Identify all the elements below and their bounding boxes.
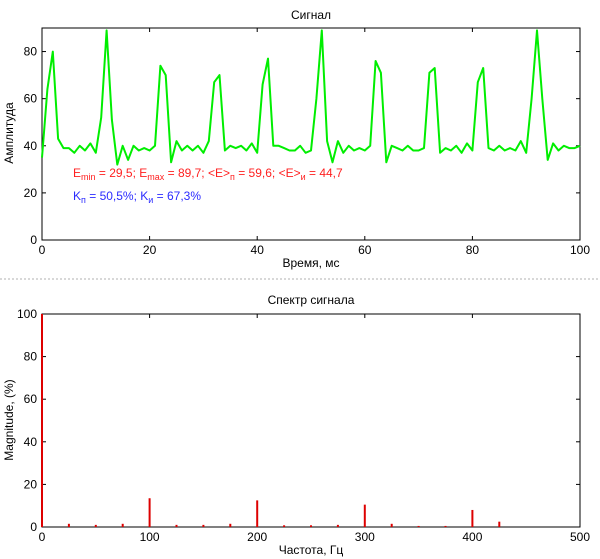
spectrum-x-axis-label: Частота, Гц <box>279 543 344 557</box>
e-min-value: = 29,5; <box>96 166 140 180</box>
signal-y-tick-label: 80 <box>24 45 38 59</box>
spectrum-x-tick-label: 200 <box>247 530 267 544</box>
spectrum-x-tick-label: 400 <box>462 530 482 544</box>
spectrum-y-tick-label: 100 <box>17 307 37 321</box>
ripple-coefficients-annotation: Kп = 50,5%; Kи = 67,3% <box>73 189 201 205</box>
signal-x-axis-label: Время, мс <box>282 256 339 270</box>
spectrum-axes: 0 100 200 300 400 500 0 20 40 60 80 100 <box>17 307 590 544</box>
e-p-value: = 59,6; <box>235 166 279 180</box>
k-p-sub: п <box>81 195 86 205</box>
spectrum-chart: Спектр сигнала 0 100 200 300 400 500 0 20 40 60 80… <box>2 293 590 557</box>
signal-chart-title: Сигнал <box>291 8 331 22</box>
spectrum-y-tick-label: 80 <box>24 350 38 364</box>
signal-series <box>41 29 581 166</box>
k-i-value: = 67,3% <box>153 189 201 203</box>
signal-x-tick-label: 20 <box>143 243 157 257</box>
k-p-value: = 50,5%; <box>86 189 140 203</box>
signal-line <box>41 29 581 166</box>
spectrum-y-tick-label: 60 <box>24 392 38 406</box>
signal-x-tick-label: 80 <box>466 243 480 257</box>
e-min-sub: min <box>81 172 96 182</box>
energy-stats-annotation: Emin = 29,5; Emax = 89,7; <E>п = 59,6; <… <box>73 166 343 182</box>
signal-plot-frame <box>41 27 581 241</box>
signal-x-tick-label: 100 <box>570 243 590 257</box>
k-p-label: K <box>73 189 81 203</box>
signal-chart: Сигнал 0 20 40 60 80 100 0 20 40 60 80 Время, мс А… <box>2 8 590 270</box>
spectrum-series <box>41 314 501 527</box>
signal-x-tick-label: 60 <box>358 243 372 257</box>
e-i-label: <E> <box>279 166 301 180</box>
k-i-sub: и <box>148 195 153 205</box>
e-i-sub: и <box>301 172 306 182</box>
signal-y-tick-label: 60 <box>24 92 38 106</box>
spectrum-x-tick-label: 100 <box>140 530 160 544</box>
spectrum-x-tick-label: 0 <box>39 530 46 544</box>
e-p-sub: п <box>230 172 235 182</box>
k-i-label: K <box>140 189 148 203</box>
signal-y-tick-label: 20 <box>24 186 38 200</box>
e-i-value: = 44,7 <box>306 166 343 180</box>
spectrum-y-tick-label: 20 <box>24 477 38 491</box>
e-min-label: E <box>73 166 81 180</box>
spectrum-plot-frame <box>41 313 581 528</box>
e-max-sub: max <box>147 172 165 182</box>
spectrum-x-tick-label: 300 <box>355 530 375 544</box>
signal-y-tick-label: 40 <box>24 139 38 153</box>
spectrum-chart-title: Спектр сигнала <box>268 293 355 307</box>
e-p-label: <E> <box>208 166 230 180</box>
signal-x-tick-label: 40 <box>251 243 265 257</box>
signal-y-tick-label: 0 <box>30 233 37 247</box>
spectrum-y-tick-label: 0 <box>30 520 37 534</box>
e-max-label: E <box>139 166 147 180</box>
signal-y-axis-label: Амплитуда <box>2 102 16 164</box>
spectrum-y-tick-label: 40 <box>24 435 38 449</box>
e-max-value: = 89,7; <box>164 166 208 180</box>
spectrum-x-tick-label: 500 <box>570 530 590 544</box>
signal-x-tick-label: 0 <box>39 243 46 257</box>
spectrum-y-axis-label: Magnitude, (%) <box>2 379 16 460</box>
signal-axes: 0 20 40 60 80 100 0 20 40 60 80 <box>24 27 590 257</box>
